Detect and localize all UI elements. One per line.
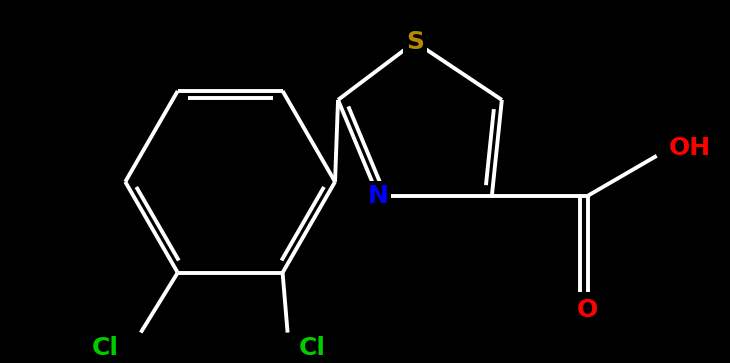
Text: O: O [577,298,599,322]
Text: N: N [367,184,388,208]
Text: Cl: Cl [91,335,118,359]
Text: Cl: Cl [299,335,326,359]
Text: S: S [406,30,424,54]
Text: OH: OH [669,136,711,160]
